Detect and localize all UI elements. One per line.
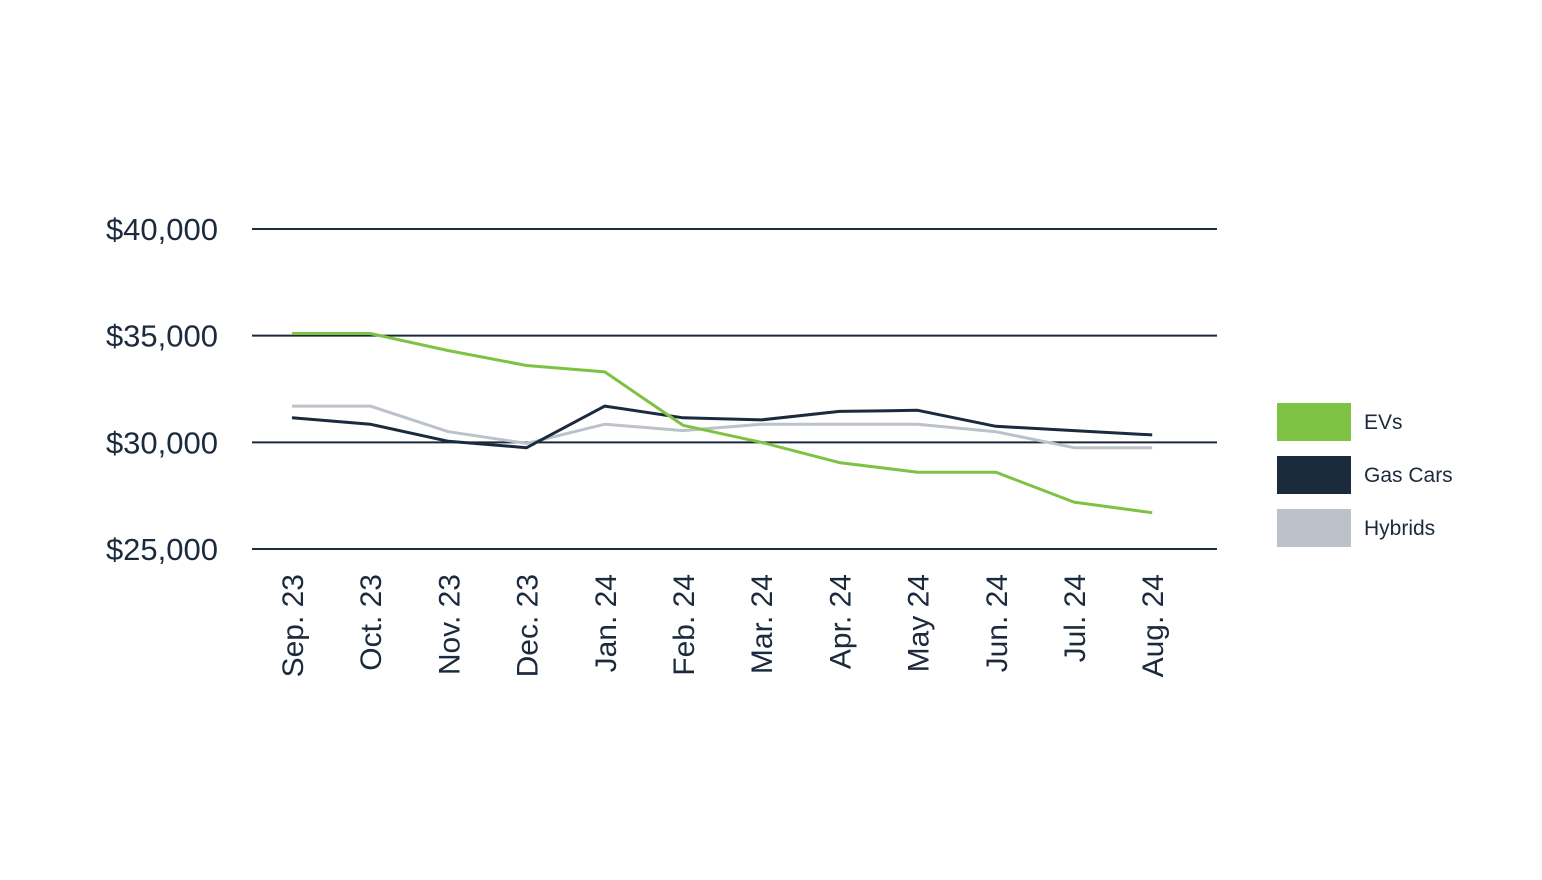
x-tick-label: Dec. 23 bbox=[512, 574, 545, 677]
legend-label: Hybrids bbox=[1364, 517, 1435, 540]
x-tick-label: Jul. 24 bbox=[1059, 574, 1092, 662]
x-tick-label: Nov. 23 bbox=[433, 574, 466, 675]
x-tick-label: Oct. 23 bbox=[355, 574, 388, 671]
x-tick-label: Feb. 24 bbox=[668, 574, 701, 676]
x-tick-label: Apr. 24 bbox=[824, 574, 857, 669]
x-tick-label: Jun. 24 bbox=[981, 574, 1014, 672]
y-axis-ticks: $40,000 $35,000 $30,000 $25,000 bbox=[106, 212, 218, 567]
legend-label: EVs bbox=[1364, 411, 1403, 434]
x-tick-label: Mar. 24 bbox=[746, 574, 779, 674]
legend: EVs Gas Cars Hybrids bbox=[1277, 403, 1453, 547]
x-axis-ticks: Sep. 23 Oct. 23 Nov. 23 Dec. 23 Jan. 24 Feb. … bbox=[277, 574, 1170, 677]
y-tick-label: $40,000 bbox=[106, 212, 218, 247]
x-tick-label: Aug. 24 bbox=[1137, 574, 1170, 677]
x-tick-label: Jan. 24 bbox=[590, 574, 623, 672]
x-tick-label: May 24 bbox=[903, 574, 936, 672]
x-tick-label: Sep. 23 bbox=[277, 574, 310, 677]
legend-swatch bbox=[1277, 456, 1351, 494]
legend-swatch bbox=[1277, 509, 1351, 547]
series-lines bbox=[292, 334, 1152, 513]
y-tick-label: $30,000 bbox=[106, 425, 218, 460]
y-tick-label: $35,000 bbox=[106, 319, 218, 354]
legend-label: Gas Cars bbox=[1364, 464, 1453, 487]
legend-swatch bbox=[1277, 403, 1351, 441]
y-tick-label: $25,000 bbox=[106, 532, 218, 567]
